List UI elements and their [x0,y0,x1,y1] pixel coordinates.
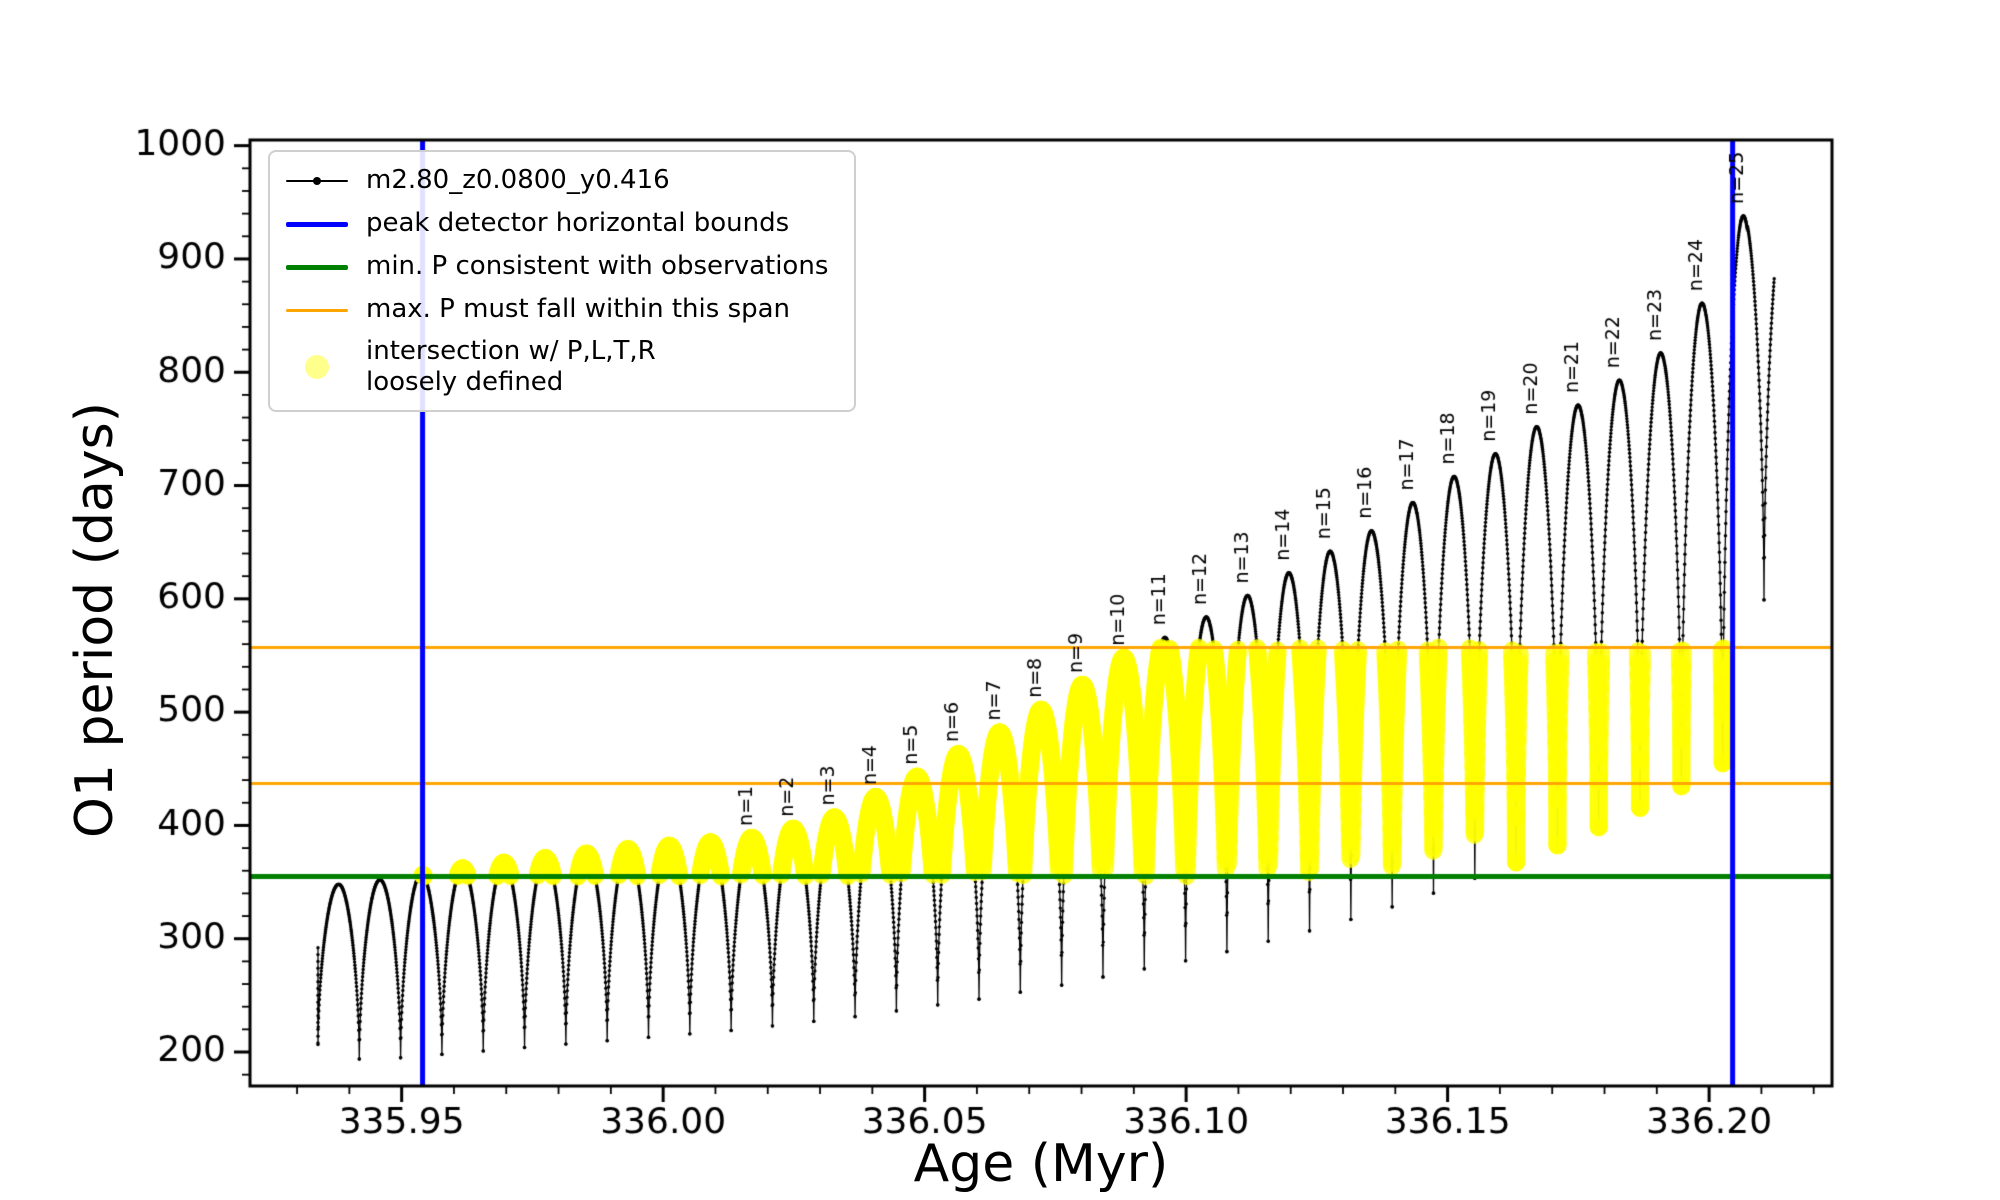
legend-line-icon [286,207,348,241]
legend-marker-icon [286,350,348,384]
legend-line-icon [286,164,348,198]
legend-line-icon [286,293,348,327]
legend-label: peak detector horizontal bounds [366,208,790,239]
legend-label: max. P must fall within this span [366,294,791,325]
legend-label: m2.80_z0.0800_y0.416 [366,165,670,196]
legend-label: min. P consistent with observations [366,251,829,282]
legend-line-icon [286,250,348,284]
legend-item-4: max. P must fall within this span [286,293,828,327]
legend-label: intersection w/ P,L,T,R loosely defined [366,336,656,398]
legend-item-3: min. P consistent with observations [286,250,828,284]
legend-item-1: m2.80_z0.0800_y0.416 [286,164,828,198]
legend-item-2: peak detector horizontal bounds [286,207,828,241]
x-axis-label: Age (Myr) [913,1134,1169,1194]
legend-item-5: intersection w/ P,L,T,R loosely defined [286,336,828,398]
y-axis-label: O1 period (days) [65,401,125,839]
